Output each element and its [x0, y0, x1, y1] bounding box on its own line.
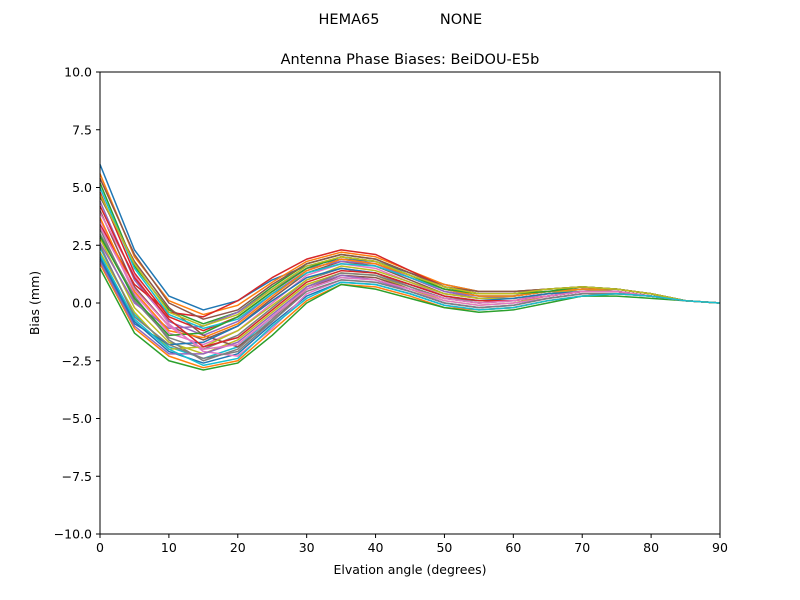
x-tick-label: 20	[230, 540, 246, 555]
y-tick-label: −7.5	[62, 469, 92, 484]
y-tick-label: −10.0	[54, 527, 92, 542]
x-tick-label: 60	[505, 540, 521, 555]
y-tick-label: 7.5	[72, 122, 92, 137]
y-axis-ticks: −10.0 −7.5 −5.0 −2.5 0.0 2.5 5.0 7.5 10.0	[54, 65, 100, 542]
y-axis-label: Bias (mm)	[27, 271, 42, 335]
x-axis-label: Elvation angle (degrees)	[333, 562, 486, 577]
suptitle-left: HEMA65	[319, 12, 380, 28]
y-tick-label: 0.0	[72, 296, 92, 311]
x-axis-ticks: 0 10 20 30 40 50 60 70 80 90	[96, 534, 728, 555]
series-line	[99, 194, 721, 327]
x-tick-label: 40	[368, 540, 384, 555]
y-tick-label: 2.5	[72, 238, 92, 253]
x-tick-label: 30	[299, 540, 315, 555]
series-lines	[99, 164, 721, 371]
y-tick-label: −2.5	[62, 353, 92, 368]
x-tick-label: 0	[96, 540, 104, 555]
suptitle-right: NONE	[440, 12, 482, 28]
chart-title: Antenna Phase Biases: BeiDOU-E5b	[281, 52, 540, 68]
x-tick-label: 70	[574, 540, 590, 555]
x-tick-label: 50	[436, 540, 452, 555]
series-line	[99, 226, 721, 350]
x-tick-label: 90	[712, 540, 728, 555]
series-line	[99, 267, 721, 371]
series-line	[99, 254, 721, 367]
y-tick-label: −5.0	[62, 411, 92, 426]
x-tick-label: 10	[161, 540, 177, 555]
y-tick-label: 5.0	[72, 180, 92, 195]
plot-frame	[99, 71, 721, 535]
y-tick-label: 10.0	[64, 65, 92, 80]
x-tick-label: 80	[643, 540, 659, 555]
